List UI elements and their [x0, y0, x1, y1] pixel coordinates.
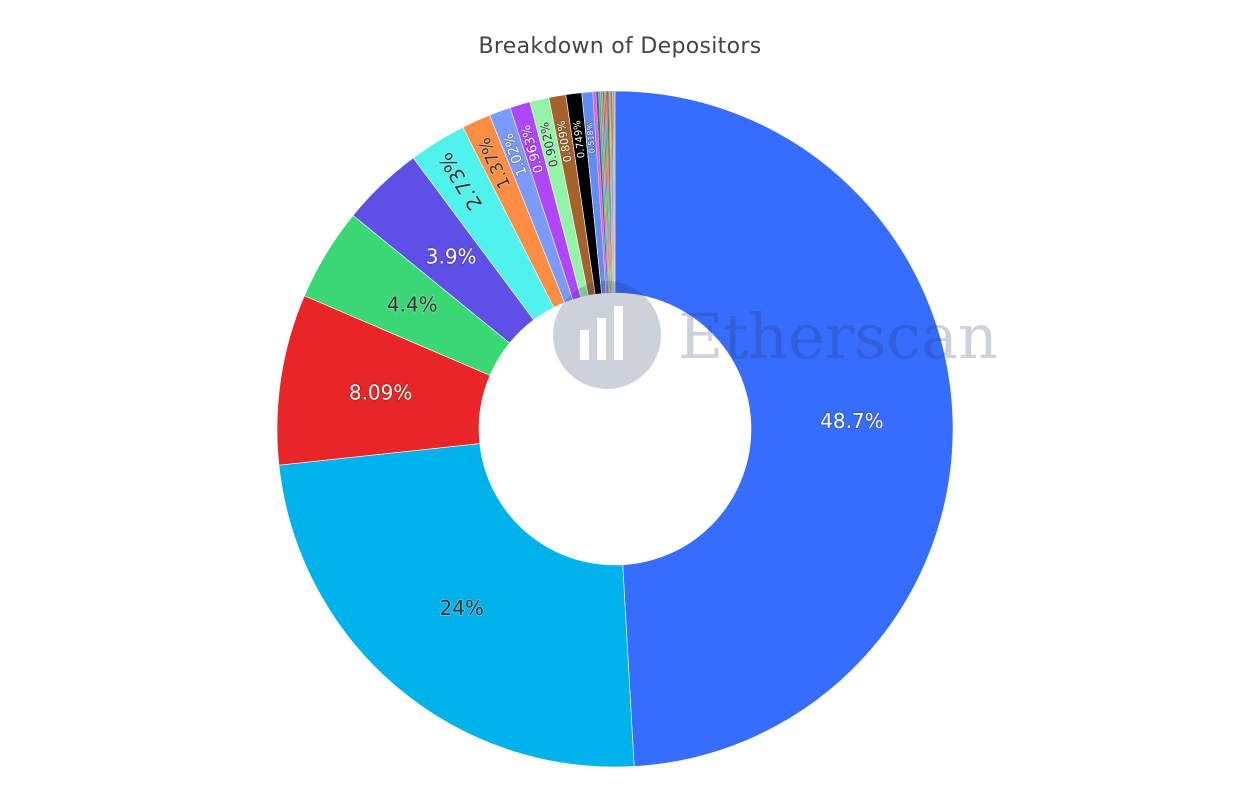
slice-data-label: 8.09% [349, 380, 413, 404]
etherscan-logo-bar-1 [580, 330, 589, 360]
slice-data-label: 4.4% [387, 293, 438, 317]
chart-title: Breakdown of Depositors [478, 34, 762, 59]
slice-data-label: 48.7% [820, 409, 884, 433]
slice-data-label: 0.518% [585, 122, 597, 154]
slice-labels: 48.7%24%8.09%4.4%3.9%2.73%1.37%1.02%0.96… [348, 119, 884, 621]
slice-data-label: 0.749% [572, 120, 588, 159]
etherscan-logo-icon [553, 281, 661, 389]
donut-slice[interactable] [278, 443, 635, 768]
slice-data-label: 3.9% [426, 244, 477, 268]
etherscan-logo-bar-2 [597, 318, 606, 360]
etherscan-watermark-text: Etherscan [678, 300, 998, 373]
donut-slice[interactable] [614, 90, 954, 767]
donut-slices [276, 90, 954, 768]
slice-data-label: 24% [439, 596, 483, 620]
etherscan-logo-bar-3 [614, 306, 623, 360]
etherscan-watermark: Etherscan [553, 281, 998, 389]
